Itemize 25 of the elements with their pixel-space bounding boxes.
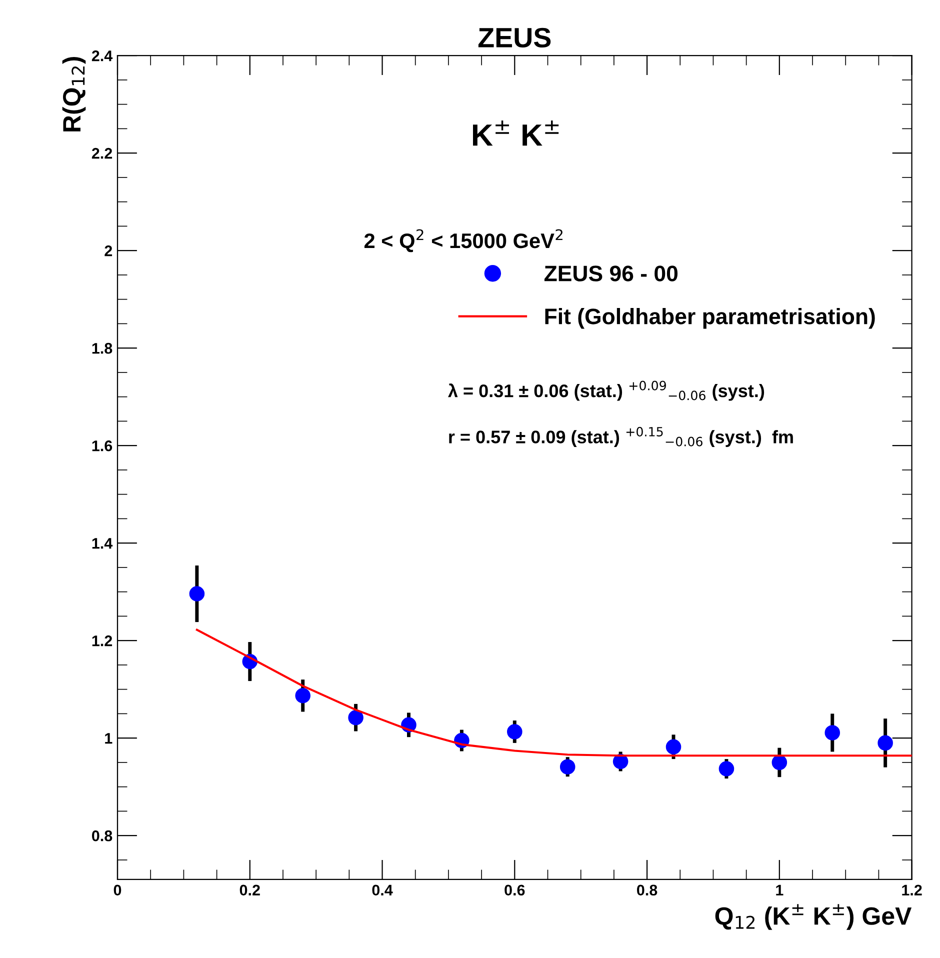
y-axis-title: R(Q$_{12}$) (62, 56, 86, 132)
annotation: λ = 0.31 ± 0.06 (stat.) $^{+0.09}$$_{−0.06}$ (syst.) (448, 380, 764, 401)
y-tick-label: 1.4 (92, 538, 113, 549)
y-tick-label: 1.8 (92, 342, 112, 354)
annotation: K$^{±}$ K$^{±}$ (473, 120, 559, 146)
annotation: 2 < Q$^{2}$ < 15000 GeV$^{2}$ (364, 229, 562, 252)
y-tick-label: 2.4 (92, 50, 113, 62)
y-tick-label: 1 (105, 733, 112, 744)
legend-label: ZEUS 96 - 00 (544, 266, 678, 282)
x-tick-label: 1 (776, 884, 784, 896)
y-tick-label: 2 (104, 245, 112, 256)
chart-title: ZEUS (478, 28, 551, 48)
legend-label: Fit (Goldhaber parametrisation) (545, 308, 875, 329)
y-tick-label: 1.2 (92, 635, 112, 646)
x-tick-label: 1.2 (902, 884, 922, 896)
x-tick-label: 0 (114, 884, 122, 896)
x-tick-label: 0.2 (240, 884, 260, 896)
x-axis-title: Q$_{12}$ (K$^{±}$ K$^{±}$) GeV (715, 904, 912, 930)
x-tick-label: 0.4 (372, 884, 393, 896)
y-tick-label: 0.8 (92, 830, 112, 842)
y-tick-label: 1.6 (92, 440, 112, 452)
y-tick-label: 2.2 (92, 148, 112, 159)
x-tick-label: 0.6 (504, 884, 525, 896)
annotation: r = 0.57 ± 0.09 (stat.) $^{+0.15}$$_{−0.06}$ (syst.) fm (449, 426, 793, 447)
x-tick-label: 0.8 (637, 884, 658, 896)
